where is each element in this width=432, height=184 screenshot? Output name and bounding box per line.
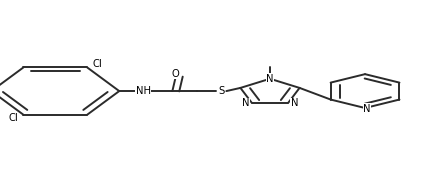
Text: Cl: Cl (8, 113, 18, 123)
Text: N: N (291, 98, 299, 108)
Text: Cl: Cl (92, 59, 102, 69)
Text: N: N (363, 104, 371, 114)
Text: NH: NH (136, 86, 151, 96)
Text: S: S (218, 86, 224, 96)
Text: N: N (241, 98, 249, 108)
Text: O: O (172, 69, 180, 79)
Text: N: N (266, 74, 274, 84)
